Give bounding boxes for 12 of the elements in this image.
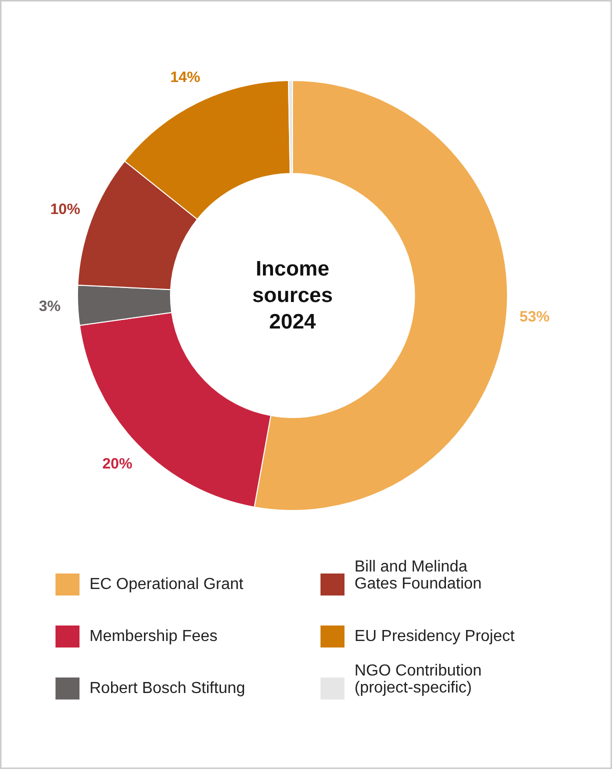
data-label: 10% bbox=[50, 200, 80, 218]
legend-label: Bill and Melinda Gates Foundation bbox=[354, 558, 482, 592]
legend-label: Membership Fees bbox=[90, 628, 218, 645]
text: Income sources 2024 bbox=[252, 258, 333, 334]
data-label: 20% bbox=[102, 455, 132, 472]
legend-label: NGO Contribution (project-specific) bbox=[354, 662, 482, 696]
data-label: 3% bbox=[38, 298, 61, 316]
legend-label: EC Operational Grant bbox=[90, 576, 244, 593]
legend-label: Robert Bosch Stiftung bbox=[90, 680, 246, 697]
legend-label: EU Presidency Project bbox=[354, 628, 516, 645]
data-label: 53% bbox=[520, 308, 550, 326]
data-label: 14% bbox=[170, 68, 200, 86]
